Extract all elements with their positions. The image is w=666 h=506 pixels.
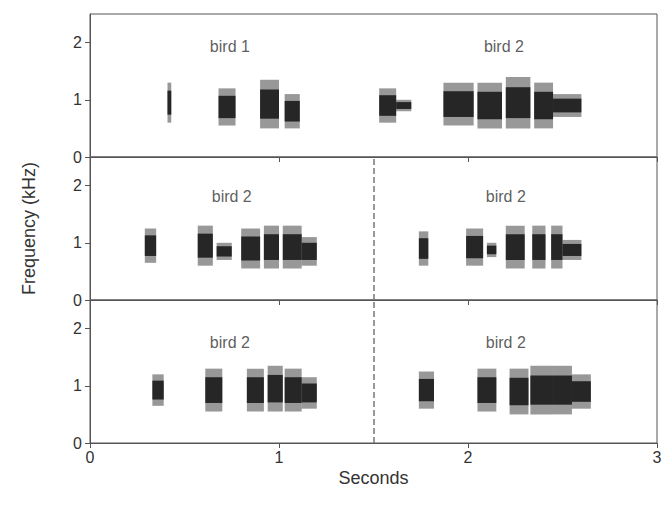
svg-text:bird 2: bird 2 [212,188,252,205]
svg-text:1: 1 [275,449,284,466]
svg-text:Seconds: Seconds [338,468,408,488]
svg-text:2: 2 [73,320,82,337]
svg-text:0: 0 [86,449,95,466]
svg-text:1: 1 [73,91,82,108]
svg-text:1: 1 [73,377,82,394]
svg-text:bird 2: bird 2 [486,188,526,205]
svg-text:0: 0 [73,435,82,452]
svg-text:2: 2 [73,177,82,194]
svg-text:Frequency (kHz): Frequency (kHz) [19,162,39,295]
svg-text:0: 0 [73,292,82,309]
svg-text:bird 2: bird 2 [484,38,524,55]
svg-text:bird 2: bird 2 [486,334,526,351]
svg-text:0: 0 [73,149,82,166]
svg-text:2: 2 [73,34,82,51]
svg-text:3: 3 [653,449,662,466]
svg-text:bird 1: bird 1 [210,38,250,55]
svg-text:1: 1 [73,234,82,251]
svg-text:2: 2 [464,449,473,466]
svg-text:bird 2: bird 2 [210,334,250,351]
